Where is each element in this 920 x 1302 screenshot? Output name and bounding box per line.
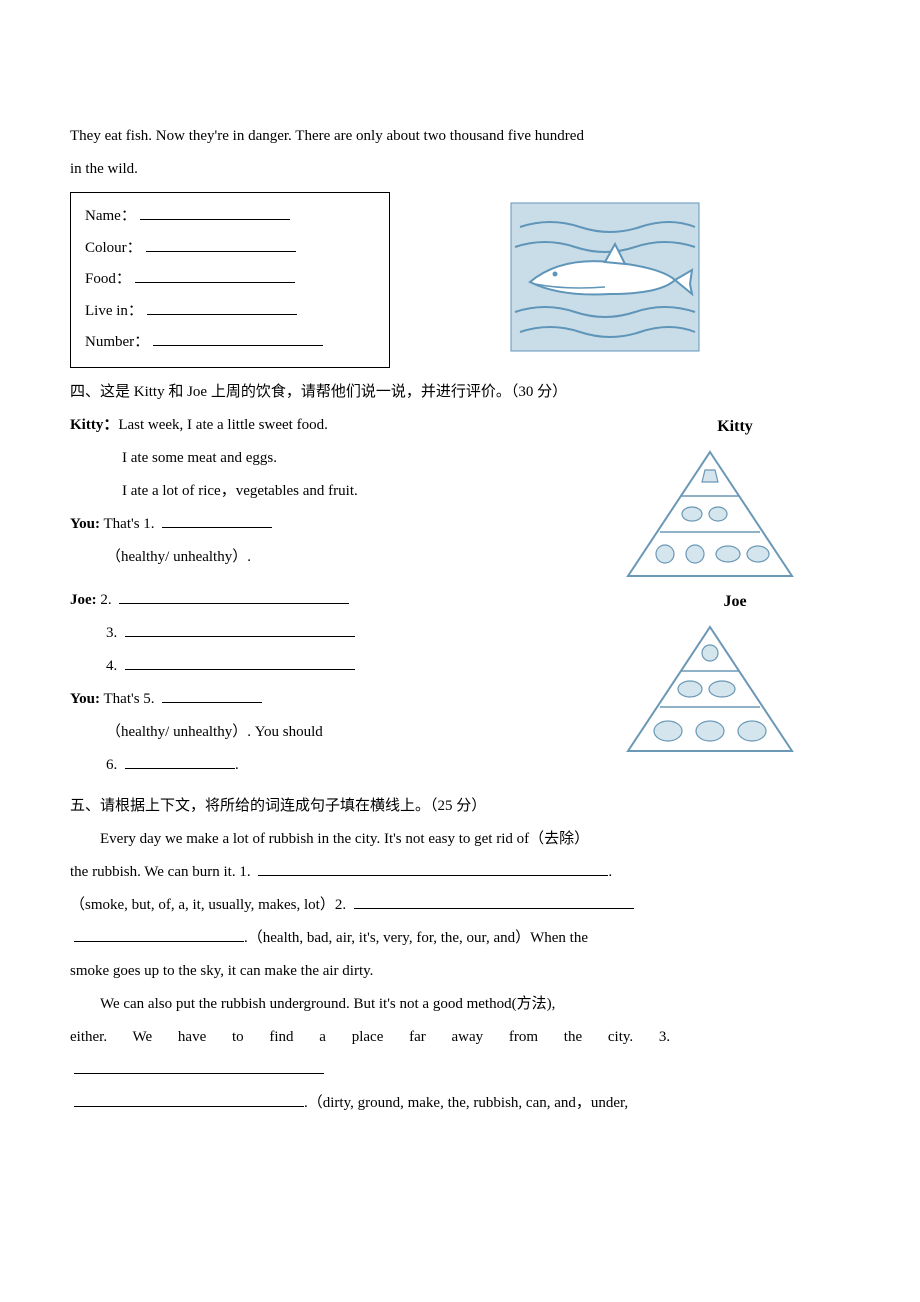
joe-pyramid-icon — [620, 619, 800, 759]
s5-p1a: Every day we make a lot of rubbish in th… — [70, 823, 850, 856]
you-line-1: That's 1. — [104, 516, 155, 532]
s5-p1b: the rubbish. We can burn it. 1. — [70, 864, 251, 880]
food-label: Food： — [85, 271, 131, 287]
intro-line-1: They eat fish. Now they're in danger. Th… — [70, 120, 850, 153]
s5-hint3: .（dirty, ground, make, the, rubbish, can… — [304, 1095, 628, 1111]
livein-blank[interactable] — [147, 299, 297, 315]
joe-label: Joe — [620, 584, 850, 619]
hint-2: （healthy/ unhealthy）. You should — [70, 716, 620, 749]
line-6-label: 6. — [106, 757, 117, 773]
blank-3[interactable] — [125, 621, 355, 637]
name-label: Name： — [85, 208, 136, 224]
kitty-label: Kitty — [620, 409, 850, 444]
section-5-title: 五、请根据上下文，将所给的词连成句子填在横线上。（25 分） — [70, 790, 850, 823]
food-blank[interactable] — [135, 267, 295, 283]
you-prefix-2: You: — [70, 691, 100, 707]
kitty-line-1: Last week, I ate a little sweet food. — [118, 417, 328, 433]
blank-s5-3a[interactable] — [74, 1058, 324, 1074]
number-blank[interactable] — [153, 330, 323, 346]
s5-hint1: （smoke, but, of, a, it, usually, makes, … — [70, 897, 346, 913]
kitty-pyramid-icon — [620, 444, 800, 584]
dolphin-illustration — [510, 202, 700, 352]
blank-s5-2b[interactable] — [74, 926, 244, 942]
blank-4[interactable] — [125, 654, 355, 670]
s5-p1c: . — [608, 864, 612, 880]
s5-p1d: smoke goes up to the sky, it can make th… — [70, 955, 850, 988]
s5-p2b: either. We have to find a place far away… — [70, 1021, 850, 1054]
s5-p2a: We can also put the rubbish underground.… — [70, 988, 850, 1021]
you-prefix-1: You: — [70, 516, 100, 532]
you-line-5: That's 5. — [104, 691, 155, 707]
blank-s5-1[interactable] — [258, 860, 608, 876]
blank-1[interactable] — [162, 512, 272, 528]
blank-s5-3b[interactable] — [74, 1091, 304, 1107]
s5-hint1b: .（health, bad, air, it's, very, for, the… — [244, 930, 588, 946]
intro-line-2: in the wild. — [70, 153, 850, 186]
joe-2-label: 2. — [100, 592, 111, 608]
kitty-line-2: I ate some meat and eggs. — [70, 442, 620, 475]
colour-label: Colour： — [85, 240, 142, 256]
hint-1: （healthy/ unhealthy）. — [70, 541, 620, 574]
colour-blank[interactable] — [146, 236, 296, 252]
joe-3-label: 3. — [106, 625, 117, 641]
joe-prefix: Joe: — [70, 592, 97, 608]
blank-5[interactable] — [162, 687, 262, 703]
blank-6[interactable] — [125, 753, 235, 769]
period-6: . — [235, 757, 239, 773]
livein-label: Live in： — [85, 303, 143, 319]
kitty-prefix: Kitty： — [70, 417, 118, 433]
kitty-line-3: I ate a lot of rice，vegetables and fruit… — [70, 475, 620, 508]
number-label: Number： — [85, 334, 149, 350]
blank-2[interactable] — [119, 588, 349, 604]
name-blank[interactable] — [140, 204, 290, 220]
blank-s5-2a[interactable] — [354, 893, 634, 909]
joe-4-label: 4. — [106, 658, 117, 674]
section-4-title: 四、这是 Kitty 和 Joe 上周的饮食，请帮他们说一说，并进行评价。（30… — [70, 376, 850, 409]
animal-info-box: Name： Colour： Food： Live in： Number： — [70, 192, 390, 368]
